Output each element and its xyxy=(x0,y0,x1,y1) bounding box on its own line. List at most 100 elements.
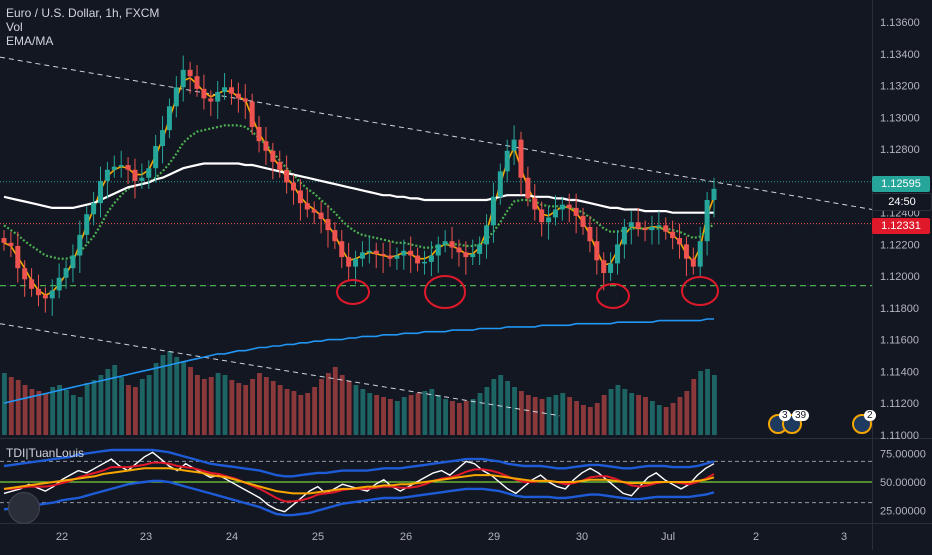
candle-body xyxy=(442,241,448,245)
candle-body xyxy=(70,255,76,269)
volume-bar xyxy=(388,399,393,435)
candle-body xyxy=(222,87,228,93)
candle-body xyxy=(208,98,214,102)
candle-body xyxy=(118,165,124,167)
volume-bar xyxy=(505,381,511,435)
volume-bar xyxy=(463,401,469,435)
volume-bar xyxy=(367,393,373,435)
volume-bar xyxy=(477,393,483,435)
volume-bar xyxy=(525,395,531,435)
candle-body xyxy=(29,279,35,289)
countdown-badge: 24:50 xyxy=(872,193,932,211)
tdi-tick-label: 25.00000 xyxy=(880,506,926,518)
volume-bar xyxy=(57,385,62,435)
volume-bar xyxy=(408,395,414,435)
volume-bar xyxy=(64,390,69,435)
candle-body xyxy=(311,209,317,213)
candle-body xyxy=(180,69,186,88)
candle-body xyxy=(415,255,421,264)
volume-bar xyxy=(567,397,573,435)
tradingview-logo-icon[interactable] xyxy=(8,492,40,524)
candle-body xyxy=(291,182,297,191)
volume-bar xyxy=(236,383,242,435)
volume-bar xyxy=(656,405,662,435)
candle-body xyxy=(1,238,7,243)
candle-body xyxy=(297,190,303,204)
volume-bar xyxy=(601,395,607,435)
candle-body xyxy=(8,242,14,246)
candle-body xyxy=(656,225,662,227)
candle-body xyxy=(394,255,400,259)
candle-body xyxy=(284,169,290,183)
volume-legend[interactable]: Vol xyxy=(6,20,23,34)
time-tick-label: 22 xyxy=(56,531,68,543)
symbol-title[interactable]: Euro / U.S. Dollar, 1h, FXCM xyxy=(6,6,160,20)
volume-bar xyxy=(608,389,614,435)
candle-body xyxy=(339,241,345,258)
volume-bar xyxy=(346,381,352,435)
indicator-legend[interactable]: TDI|TuanLouis xyxy=(6,446,85,460)
volume-bar xyxy=(222,375,228,435)
ema-ma-legend[interactable]: EMA/MA xyxy=(6,34,54,48)
candle-body xyxy=(421,261,427,264)
volume-bar xyxy=(305,393,311,435)
volume-bar xyxy=(29,389,35,435)
volume-bar xyxy=(670,403,676,435)
candle-body xyxy=(242,98,248,102)
candle-body xyxy=(49,290,55,299)
volume-bar xyxy=(498,375,504,435)
candle-body xyxy=(704,199,710,242)
candle-body xyxy=(711,188,717,200)
candle-body xyxy=(463,252,469,258)
candle-body xyxy=(428,255,434,262)
volume-bar xyxy=(532,397,538,435)
price-tick-label: 1.13600 xyxy=(880,17,920,29)
tdi-tick-label: 75.00000 xyxy=(880,448,926,460)
volume-bar xyxy=(456,403,462,435)
candle-body xyxy=(594,241,600,261)
annotation-circle xyxy=(336,279,370,305)
volume-bar xyxy=(174,357,180,435)
price-tick-label: 1.12200 xyxy=(880,239,920,251)
volume-bar xyxy=(263,377,269,435)
volume-bar xyxy=(8,377,14,435)
volume-bar xyxy=(636,395,641,435)
candle-body xyxy=(98,180,104,204)
volume-bar xyxy=(381,397,386,435)
candle-body xyxy=(387,255,393,259)
candle-body xyxy=(22,268,28,280)
candle-body xyxy=(559,204,565,210)
price-tick-label: 1.12800 xyxy=(880,144,920,156)
candle-body xyxy=(601,260,607,273)
volume-bar xyxy=(105,369,111,435)
volume-bar xyxy=(705,369,710,435)
volume-bar xyxy=(312,387,318,435)
volume-bar xyxy=(36,391,42,435)
volume-bar xyxy=(153,363,159,435)
volume-bar xyxy=(436,395,442,435)
candle-body xyxy=(270,150,276,162)
candle-body xyxy=(504,150,510,172)
volume-bar xyxy=(139,379,145,435)
volume-bar xyxy=(181,361,187,435)
volume-bar xyxy=(208,377,214,435)
volume-bar xyxy=(112,365,118,435)
candle-body xyxy=(77,234,83,256)
candle-body xyxy=(215,92,221,102)
candle-body xyxy=(649,226,655,231)
volume-bar xyxy=(374,395,380,435)
trendline-lower xyxy=(0,323,561,417)
candle-body xyxy=(628,222,634,227)
last-price-badge: 1.12595 xyxy=(872,176,930,192)
volume-bar xyxy=(512,387,517,435)
chart-legend: Euro / U.S. Dollar, 1h, FXCM Vol EMA/MA xyxy=(6,6,159,48)
tdi-series-line xyxy=(3,467,715,495)
candle-body xyxy=(132,169,138,181)
volume-bar xyxy=(284,389,290,435)
candle-body xyxy=(318,212,324,219)
volume-bar xyxy=(250,379,255,435)
candle-body xyxy=(35,288,41,296)
candle-body xyxy=(621,226,627,245)
